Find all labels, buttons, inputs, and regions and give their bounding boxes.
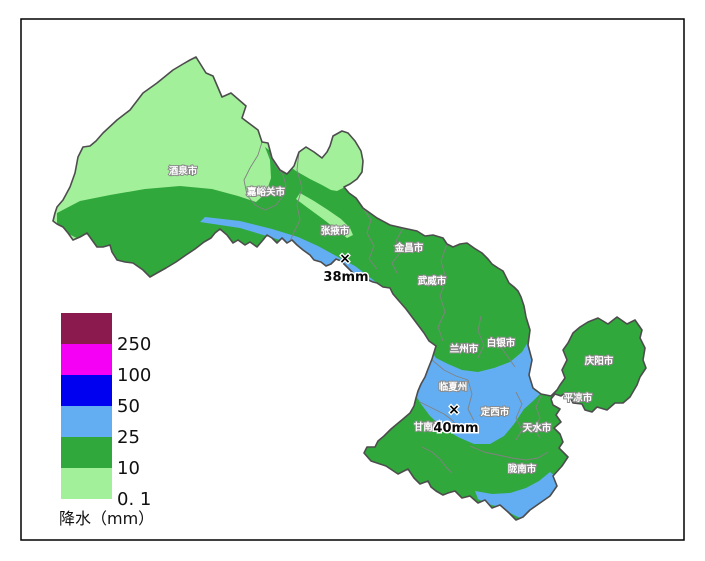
station-value-label: 38mm [323,270,368,285]
region-label: 定西市 [480,406,510,418]
legend: 250 100 50 25 10 0. 1 降水（mm） [59,313,154,528]
station-cross-icon: × [448,402,460,418]
region-label: 平凉市 [564,392,593,404]
legend-value: 10 [117,458,140,479]
legend-swatch [61,437,112,468]
region-label: 张掖市 [321,225,350,237]
legend-swatch [61,313,112,344]
district-borders [243,141,549,474]
region-label: 嘉峪关市 [246,186,286,198]
legend-value: 0. 1 [117,489,151,510]
legend-swatch [61,375,112,406]
legend-value: 250 [117,334,151,355]
station-value-label: 40mm [433,421,478,436]
region-label: 兰州市 [450,343,479,355]
region-label: 天水市 [523,422,552,434]
zone-rain-25-corridor [200,217,540,444]
region-label: 酒泉市 [169,165,198,177]
legend-swatch [61,344,112,375]
legend-value: 50 [117,396,140,417]
region-label: 甘南州 [414,421,443,433]
figure-frame [20,18,685,541]
region-label: 庆阳市 [584,355,614,367]
region-label: 武威市 [418,275,447,287]
legend-value: 25 [117,427,140,448]
region-label: 金昌市 [394,242,424,254]
station-markers: × 38mm × 40mm [322,250,480,438]
region-label: 临夏州 [439,381,468,393]
province-outline-gansu [52,56,647,521]
region-label: 白银市 [487,337,516,349]
station-cross-icon: × [339,251,351,267]
region-labels: 酒泉市 嘉峪关市 张掖市 金昌市 武威市 兰州市 白银市 临夏州 定西市 甘南州… [168,164,615,476]
legend-swatch [61,468,112,499]
legend-value: 100 [117,365,151,386]
legend-swatch [61,406,112,437]
region-label: 陇南市 [508,463,537,475]
legend-title: 降水（mm） [59,509,154,528]
zone-rain-0-1-sliver [296,193,353,238]
